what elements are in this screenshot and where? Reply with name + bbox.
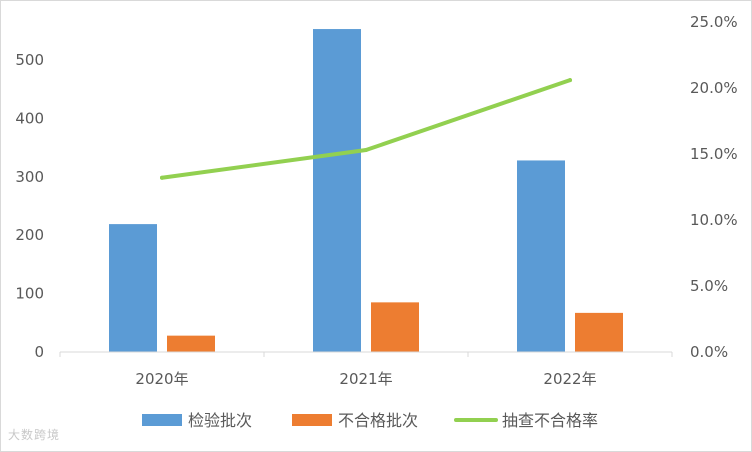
right-tick-label: 20.0% (690, 79, 738, 97)
legend-label: 不合格批次 (338, 411, 418, 430)
bar-inspected (313, 29, 361, 352)
right-tick-label: 0.0% (690, 343, 728, 361)
line-fail-rate (160, 78, 572, 180)
bar-inspected (517, 160, 565, 352)
bar-failed (371, 302, 419, 352)
line-point (160, 175, 164, 180)
category-label: 2021年 (339, 370, 392, 388)
x-axis: 2020年 2021年 2022年 (59, 352, 673, 388)
legend-swatch (292, 414, 332, 426)
left-tick-label: 100 (15, 285, 44, 303)
legend-swatch (142, 414, 182, 426)
legend: 检验批次 不合格批次 抽查不合格率 (142, 411, 598, 430)
left-tick-label: 300 (15, 168, 44, 186)
line-series (160, 78, 572, 180)
right-tick-label: 25.0% (690, 13, 738, 31)
category-label: 2020年 (135, 370, 188, 388)
legend-label: 抽查不合格率 (502, 411, 598, 430)
line-point (364, 148, 368, 153)
left-tick-label: 200 (15, 226, 44, 244)
left-axis: 0 100 200 300 400 500 (15, 51, 44, 361)
bar-failed (167, 335, 215, 352)
legend-label: 检验批次 (188, 411, 252, 430)
right-tick-label: 10.0% (690, 211, 738, 229)
right-tick-label: 15.0% (690, 145, 738, 163)
left-tick-label: 0 (34, 343, 44, 361)
left-tick-label: 500 (15, 51, 44, 69)
bar-failed (575, 312, 623, 352)
line-point (568, 78, 572, 83)
right-tick-label: 5.0% (690, 277, 728, 295)
right-axis: 0.0% 5.0% 10.0% 15.0% 20.0% 25.0% (690, 13, 738, 361)
category-label: 2022年 (543, 370, 596, 388)
bar-series (109, 29, 623, 352)
watermark: 大数跨境 (8, 428, 61, 442)
left-tick-label: 400 (15, 109, 44, 127)
bar-inspected (109, 224, 157, 352)
